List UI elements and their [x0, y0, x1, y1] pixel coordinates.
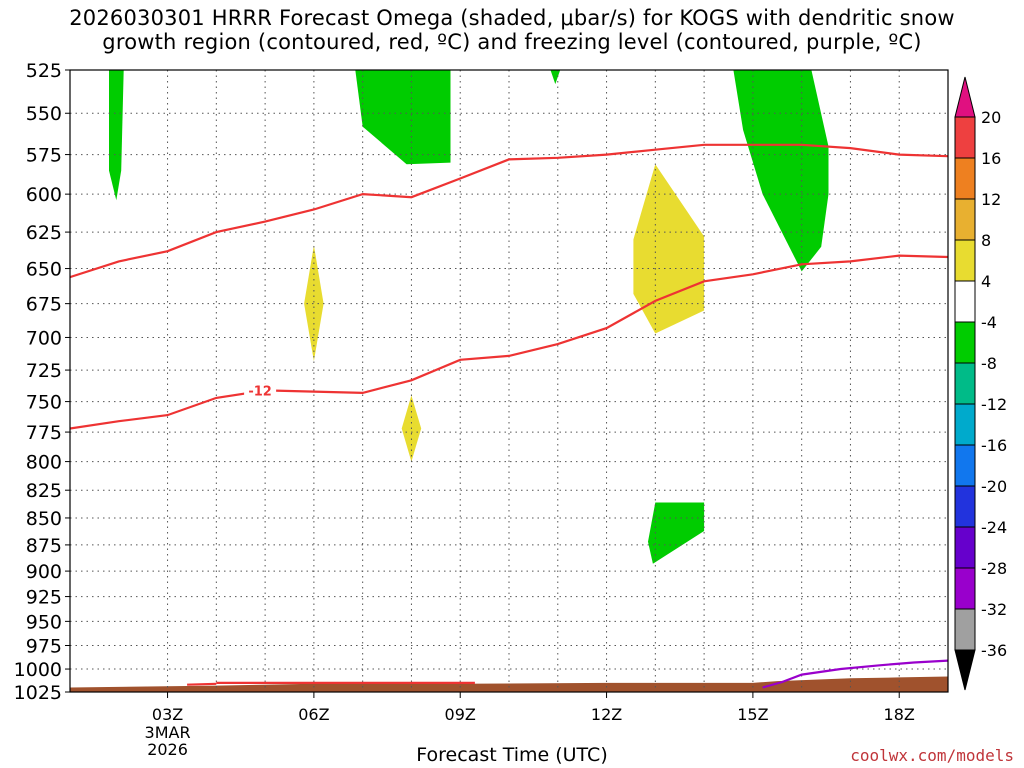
y-tick-label: 875 [26, 535, 62, 557]
y-tick-label: 900 [26, 561, 62, 583]
y-tick-label: 925 [26, 587, 62, 609]
contour-line-1 [70, 254, 948, 430]
colorbar-label: -12 [981, 395, 1007, 414]
y-tick-label: 750 [26, 392, 62, 414]
y-tick-label: 1000 [14, 659, 62, 681]
contour-label: -12 [248, 385, 272, 400]
colorbar-box-6 [954, 362, 976, 405]
colorbar-top-triangle [954, 76, 976, 118]
credit-label[interactable]: coolwx.com/models [850, 746, 1014, 765]
x-tick-label: 06Z [298, 705, 329, 724]
chart-title-line1: 2026030301 HRRR Forecast Omega (shaded, … [69, 6, 955, 30]
y-tick-label: 575 [26, 145, 62, 167]
omega-shade-green-low-mid [648, 502, 705, 564]
colorbar-label: -28 [981, 559, 1007, 578]
colorbar-label: -16 [981, 436, 1007, 455]
colorbar-box-1 [954, 567, 976, 610]
y-tick-label: 725 [26, 360, 62, 382]
colorbar-box-11 [954, 157, 976, 200]
colorbar-box-10 [954, 198, 976, 241]
x-tick-sublabel: 3MAR [145, 723, 191, 742]
contour-line-3 [187, 682, 217, 686]
y-tick-label: 775 [26, 422, 62, 444]
x-tick-label: 18Z [884, 705, 915, 724]
colorbar-box-4 [954, 444, 976, 487]
y-tick-label: 700 [26, 327, 62, 349]
omega-shade-green-tiny-top [550, 70, 561, 85]
contour-line-0 [70, 143, 948, 279]
y-tick-label: 975 [26, 636, 62, 658]
y-tick-label: 850 [26, 508, 62, 530]
y-tick-label: 525 [26, 60, 62, 82]
x-tick-label: 03Z [152, 705, 183, 724]
colorbar-box-12 [954, 116, 976, 159]
x-tick-label: 12Z [591, 705, 622, 724]
y-tick-label: 675 [26, 294, 62, 316]
contour-line-2 [762, 659, 948, 689]
y-tick-label: 550 [26, 103, 62, 125]
omega-shade-green-upper-mid [355, 70, 451, 165]
chart-title-line2: growth region (contoured, red, ºC) and f… [102, 30, 922, 54]
colorbar-box-2 [954, 526, 976, 569]
x-tick-label: 15Z [737, 705, 768, 724]
colorbar-label: 4 [981, 272, 991, 291]
y-tick-label: 650 [26, 259, 62, 281]
omega-shade-yellow-mid-right [633, 164, 705, 334]
y-tick-label: 800 [26, 452, 62, 474]
colorbar-label: 12 [981, 190, 1001, 209]
colorbar-label: -24 [981, 518, 1007, 537]
colorbar-box-9 [954, 239, 976, 282]
ground-terrain [70, 676, 948, 692]
x-axis-title: Forecast Time (UTC) [416, 744, 608, 766]
colorbar-box-0 [954, 608, 976, 651]
x-tick-sublabel: 2026 [147, 740, 188, 759]
colorbar-box-8 [954, 280, 976, 323]
omega-shade-yellow-thin-06z [304, 245, 324, 362]
colorbar-label: -4 [981, 313, 997, 332]
colorbar-box-5 [954, 403, 976, 446]
contour-label-bg [244, 383, 277, 398]
y-tick-label: 625 [26, 222, 62, 244]
colorbar-label: -20 [981, 477, 1007, 496]
plot-area: -12 [70, 70, 948, 692]
colorbar-label: 8 [981, 231, 991, 250]
omega-shade-green-top-left [109, 70, 124, 201]
colorbar-bottom-triangle [954, 649, 976, 691]
y-tick-label: 1025 [14, 682, 62, 704]
y-tick-label: 600 [26, 184, 62, 206]
colorbar-box-3 [954, 485, 976, 528]
axes: 525 550 575 600 625 650 675 700 725 750 775 800 825 8… [14, 60, 949, 759]
y-tick-label: 950 [26, 611, 62, 633]
colorbar-label: 16 [981, 149, 1001, 168]
colorbar: -36 -32 -28 -24 -20 -16 -12 -8 -4 4 8 12 16 20 [954, 76, 1007, 691]
y-tick-label: 825 [26, 480, 62, 502]
plot-frame [69, 69, 949, 693]
colorbar-box-7 [954, 321, 976, 364]
colorbar-label: -36 [981, 641, 1007, 660]
colorbar-label: -8 [981, 354, 997, 373]
colorbar-label: -32 [981, 600, 1007, 619]
omega-shade-green-right-plume [733, 70, 829, 272]
colorbar-label: 20 [981, 108, 1001, 127]
x-tick-label: 09Z [445, 705, 476, 724]
plot-content: -12 [70, 70, 948, 692]
